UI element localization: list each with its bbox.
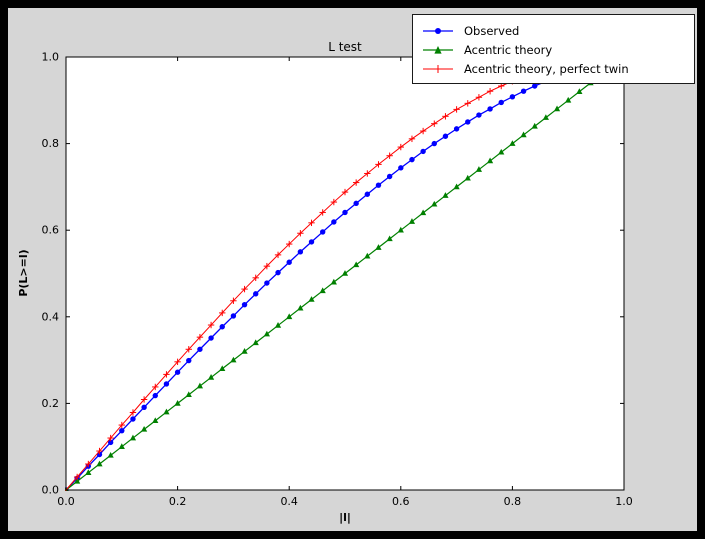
y-tick-label: 0.4 <box>42 310 60 323</box>
x-axis-label: |l| <box>339 511 351 524</box>
x-tick-label: 0.0 <box>57 495 75 508</box>
legend-entry-observed: Observed <box>421 21 686 40</box>
axis-ticks: 0.0 0.2 0.4 0.6 0.8 1.0 0.0 0.2 0.4 0.6 0.8 1.0 <box>42 51 633 509</box>
legend: Observed Acentric theory Acentric theory… <box>412 14 695 84</box>
y-tick-label: 0.8 <box>42 137 60 150</box>
x-tick-label: 0.4 <box>280 495 298 508</box>
legend-sample-line-circle-icon <box>423 27 453 34</box>
axes-frame <box>65 56 625 491</box>
series-acentric-theory-perfect-twin <box>65 69 538 491</box>
legend-sample-line-plus-icon <box>423 64 453 73</box>
chart-layer: 0.0 0.2 0.4 0.6 0.8 1.0 0.0 0.2 0.4 0.6 0.8 1.0 <box>42 51 633 509</box>
legend-entry-perfect-twin: Acentric theory, perfect twin <box>421 59 686 78</box>
x-tick-label: 0.2 <box>169 495 187 508</box>
y-tick-label: 0.6 <box>42 224 60 237</box>
series-acentric-theory <box>65 70 605 491</box>
x-tick-label: 0.8 <box>504 495 522 508</box>
legend-label: Observed <box>464 23 520 38</box>
chart-title: L test <box>328 40 362 54</box>
x-tick-label: 0.6 <box>392 495 410 508</box>
x-tick-label: 1.0 <box>615 495 633 508</box>
legend-entry-acentric-theory: Acentric theory <box>421 40 686 59</box>
legend-label: Acentric theory, perfect twin <box>464 61 629 76</box>
y-tick-label: 0.2 <box>42 397 60 410</box>
legend-sample-line-triangle-icon <box>423 45 453 54</box>
legend-label: Acentric theory <box>464 42 553 57</box>
y-axis-label: P(L>=l) <box>17 249 30 296</box>
y-tick-label: 1.0 <box>42 51 60 64</box>
y-tick-label: 0.0 <box>42 484 60 497</box>
